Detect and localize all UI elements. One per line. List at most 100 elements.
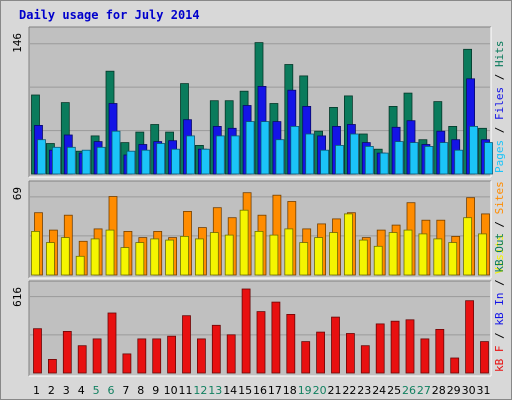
day-label-18: 18: [283, 384, 297, 397]
bar-kb-f-day-4: [77, 345, 87, 374]
bar-kb-f-day-31: [480, 341, 489, 374]
legend-item-kb-f: kB F: [493, 346, 506, 373]
bar-pages-day-8: [141, 149, 151, 175]
legend-separator: /: [493, 326, 506, 346]
day-label-28: 28: [432, 384, 446, 397]
bar-visits-day-17: [269, 234, 279, 276]
bar-visits-day-12: [194, 238, 204, 276]
bar-visits-day-15: [239, 209, 249, 276]
bar-pages-day-20: [320, 149, 330, 175]
bar-pages-day-10: [171, 148, 181, 175]
legend-separator: /: [493, 120, 506, 140]
bar-visits-day-29: [448, 242, 458, 276]
bar-visits-day-16: [254, 230, 264, 276]
bar-pages-day-21: [335, 144, 344, 175]
bar-pages-day-18: [290, 126, 300, 175]
day-label-31: 31: [477, 384, 491, 397]
bar-kb-f-day-24: [375, 323, 385, 374]
bar-kb-f-day-26: [405, 319, 415, 374]
bar-pages-day-22: [349, 133, 359, 175]
day-label-12: 12: [193, 384, 207, 397]
bar-kb-f-day-8: [137, 338, 147, 374]
day-label-6: 6: [108, 384, 115, 397]
bar-kb-f-day-16: [256, 311, 266, 374]
bar-kb-f-day-1: [33, 328, 42, 374]
bar-visits-day-6: [105, 229, 115, 276]
day-label-8: 8: [137, 384, 144, 397]
day-label-17: 17: [268, 384, 282, 397]
bar-kb-f-day-30: [465, 300, 475, 374]
bar-pages-day-7: [126, 150, 136, 175]
bar-visits-day-14: [224, 234, 234, 276]
bar-visits-day-28: [433, 238, 443, 276]
bar-kb-f-day-20: [316, 331, 326, 374]
legend-separator: /: [493, 67, 506, 87]
bar-pages-day-6: [111, 130, 121, 175]
legend-item-kb-out: kB Out: [493, 233, 506, 273]
bar-pages-day-31: [484, 142, 493, 175]
bar-visits-day-7: [120, 247, 130, 276]
bar-pages-day-30: [469, 126, 479, 175]
panel-legend: kB F / kB In / kB Out: [493, 233, 506, 372]
bar-visits-day-9: [150, 238, 160, 276]
day-label-5: 5: [93, 384, 100, 397]
bar-pages-day-5: [96, 146, 106, 175]
day-label-29: 29: [447, 384, 461, 397]
visits-sites-panel: 69 Visits / Sites: [11, 180, 506, 279]
bar-visits-day-2: [46, 242, 55, 276]
panel-legend: Visits / Sites: [493, 181, 506, 274]
pages-files-hits-panel: 146 Pages / Files / Hits: [11, 26, 506, 178]
day-label-1: 1: [33, 384, 40, 397]
bar-kb-f-day-23: [360, 345, 370, 374]
bar-kb-f-day-28: [435, 328, 445, 374]
bar-kb-f-day-2: [48, 358, 57, 374]
bar-visits-day-21: [329, 232, 338, 276]
legend-item-visits: Visits: [493, 234, 506, 274]
bar-pages-day-15: [245, 121, 255, 175]
bar-pages-day-12: [200, 148, 210, 175]
legend-item-kb-in: kB In: [493, 293, 506, 326]
day-axis-labels: 1 2 3 4 5 6 7 8 9 10 11 12 13 14 15 16 17 18 19 20 21 22 23 24 2…: [33, 384, 491, 397]
bar-kb-f-day-3: [62, 330, 72, 374]
bar-kb-f-day-7: [122, 353, 132, 374]
legend-item-sites: Sites: [493, 181, 506, 214]
day-label-16: 16: [253, 384, 267, 397]
bar-kb-f-day-12: [196, 338, 206, 374]
bar-kb-f-day-25: [390, 320, 400, 374]
legend-item-hits: Hits: [493, 41, 506, 68]
bar-pages-day-1: [37, 139, 46, 175]
bar-visits-day-20: [314, 237, 324, 276]
bar-pages-day-25: [394, 141, 404, 175]
bar-visits-day-27: [418, 233, 428, 276]
bar-kb-f-day-22: [345, 333, 355, 374]
day-label-9: 9: [152, 384, 159, 397]
day-label-25: 25: [387, 384, 401, 397]
bar-pages-day-24: [379, 152, 389, 175]
bar-kb-f-day-18: [286, 313, 296, 374]
y-max-label: 616: [11, 287, 24, 307]
panel-legend: Pages / Files / Hits: [493, 41, 506, 174]
bar-pages-day-19: [305, 133, 315, 175]
bar-pages-day-4: [81, 149, 91, 175]
bar-visits-day-25: [388, 232, 398, 276]
bar-pages-day-28: [439, 142, 449, 175]
bar-pages-day-26: [409, 142, 419, 175]
bar-kb-f-day-17: [271, 301, 281, 374]
day-label-3: 3: [63, 384, 70, 397]
day-label-27: 27: [417, 384, 431, 397]
bar-visits-day-30: [463, 217, 473, 276]
bar-pages-day-9: [156, 143, 166, 175]
legend-item-files: Files: [493, 87, 506, 120]
bar-visits-day-11: [180, 235, 189, 276]
bar-visits-day-26: [403, 229, 413, 276]
bar-kb-f-day-6: [107, 312, 117, 374]
legend-separator: /: [493, 214, 506, 234]
bar-pages-day-27: [424, 145, 434, 175]
day-label-13: 13: [208, 384, 222, 397]
bar-visits-day-8: [135, 242, 145, 276]
bar-kb-f-day-13: [211, 324, 221, 374]
day-label-23: 23: [357, 384, 371, 397]
bar-kb-f-day-5: [92, 338, 102, 374]
kb-panel: 616 kB F / kB In / kB Out: [11, 233, 506, 377]
bar-pages-day-11: [186, 135, 195, 175]
